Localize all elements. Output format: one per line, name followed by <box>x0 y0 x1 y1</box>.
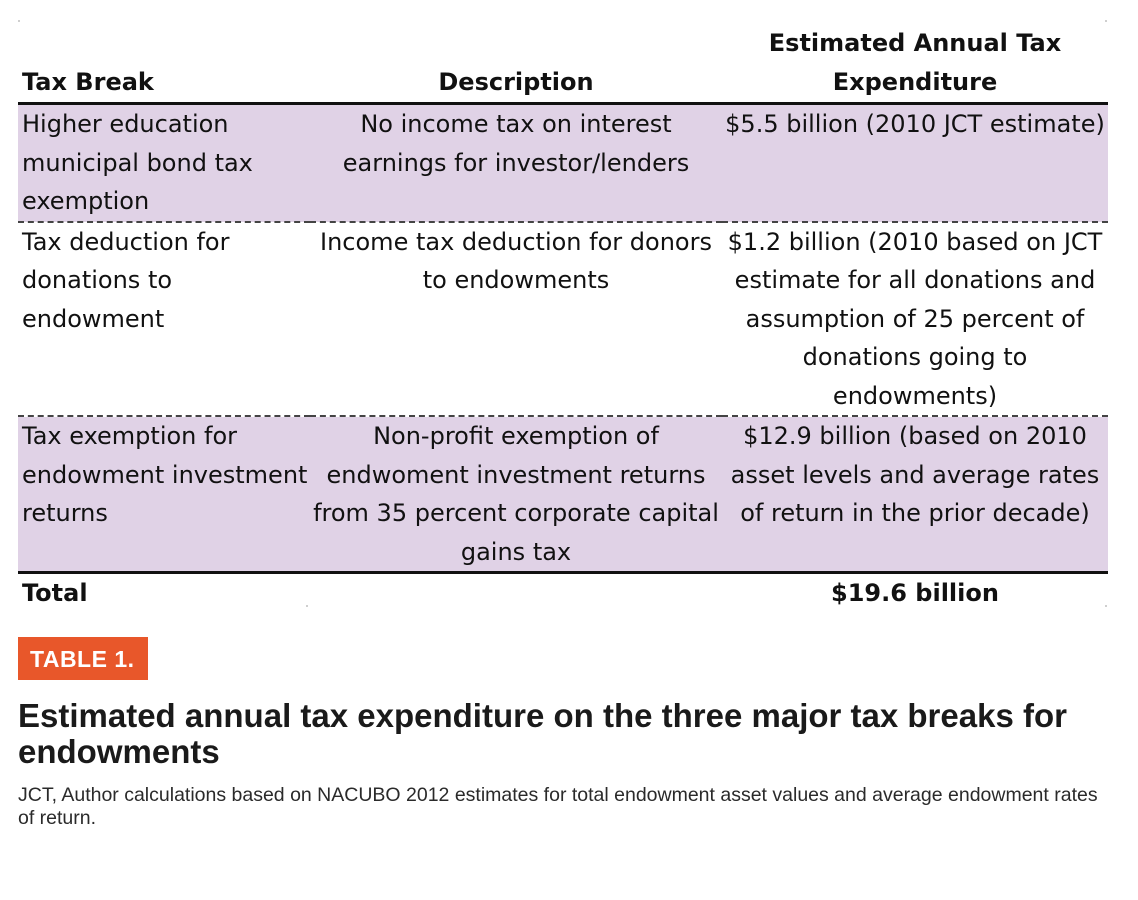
cell-expenditure: $12.9 billion (based on 2010 asset level… <box>722 417 1108 573</box>
cell-description: Income tax deduction for donors to endow… <box>320 227 712 295</box>
corner-mark <box>1105 20 1107 22</box>
header-expenditure-line1: Estimated Annual Tax <box>768 29 1062 57</box>
header-description: Description <box>438 68 594 96</box>
cell-tax-break: Higher education municipal bond tax exem… <box>18 103 310 222</box>
cell-description: No income tax on interest earnings for i… <box>310 103 722 222</box>
table-caption-title: Estimated annual tax expenditure on the … <box>18 697 1067 770</box>
total-label: Total <box>18 572 310 613</box>
table-source-note: JCT, Author calculations based on NACUBO… <box>18 784 1098 829</box>
cell-tax-break: Tax deduction for donations to endowment <box>22 227 230 333</box>
total-row: Total $19.6 billion <box>18 572 1108 613</box>
table-row: Higher education municipal bond tax exem… <box>18 103 1108 222</box>
table-row: Tax deduction for donations to endowment… <box>18 223 1108 417</box>
cell-expenditure: $5.5 billion (2010 JCT estimate) <box>722 103 1108 222</box>
total-value: $19.6 billion <box>722 572 1108 613</box>
tax-break-table-container: Tax Break Description Estimated Annual T… <box>18 24 1108 613</box>
corner-mark <box>306 605 308 607</box>
header-expenditure-line2: Expenditure <box>832 68 998 96</box>
header-expenditure: Estimated Annual Tax Expenditure <box>722 24 1108 104</box>
total-empty-cell <box>310 572 722 613</box>
table-header-row: Tax Break Description Estimated Annual T… <box>18 24 1108 104</box>
corner-mark <box>1105 605 1107 607</box>
corner-mark <box>18 20 20 22</box>
cell-tax-break: Tax exemption for endowment investment r… <box>18 417 310 573</box>
cell-expenditure: $1.2 billion (2010 based on JCT estimate… <box>727 227 1103 410</box>
table-row: Tax exemption for endowment investment r… <box>18 417 1108 573</box>
tax-break-table: Tax Break Description Estimated Annual T… <box>18 24 1108 613</box>
header-tax-break: Tax Break <box>22 68 154 96</box>
table-number-label: TABLE 1. <box>18 637 148 680</box>
cell-description: Non-profit exemption of endwoment invest… <box>310 417 722 573</box>
